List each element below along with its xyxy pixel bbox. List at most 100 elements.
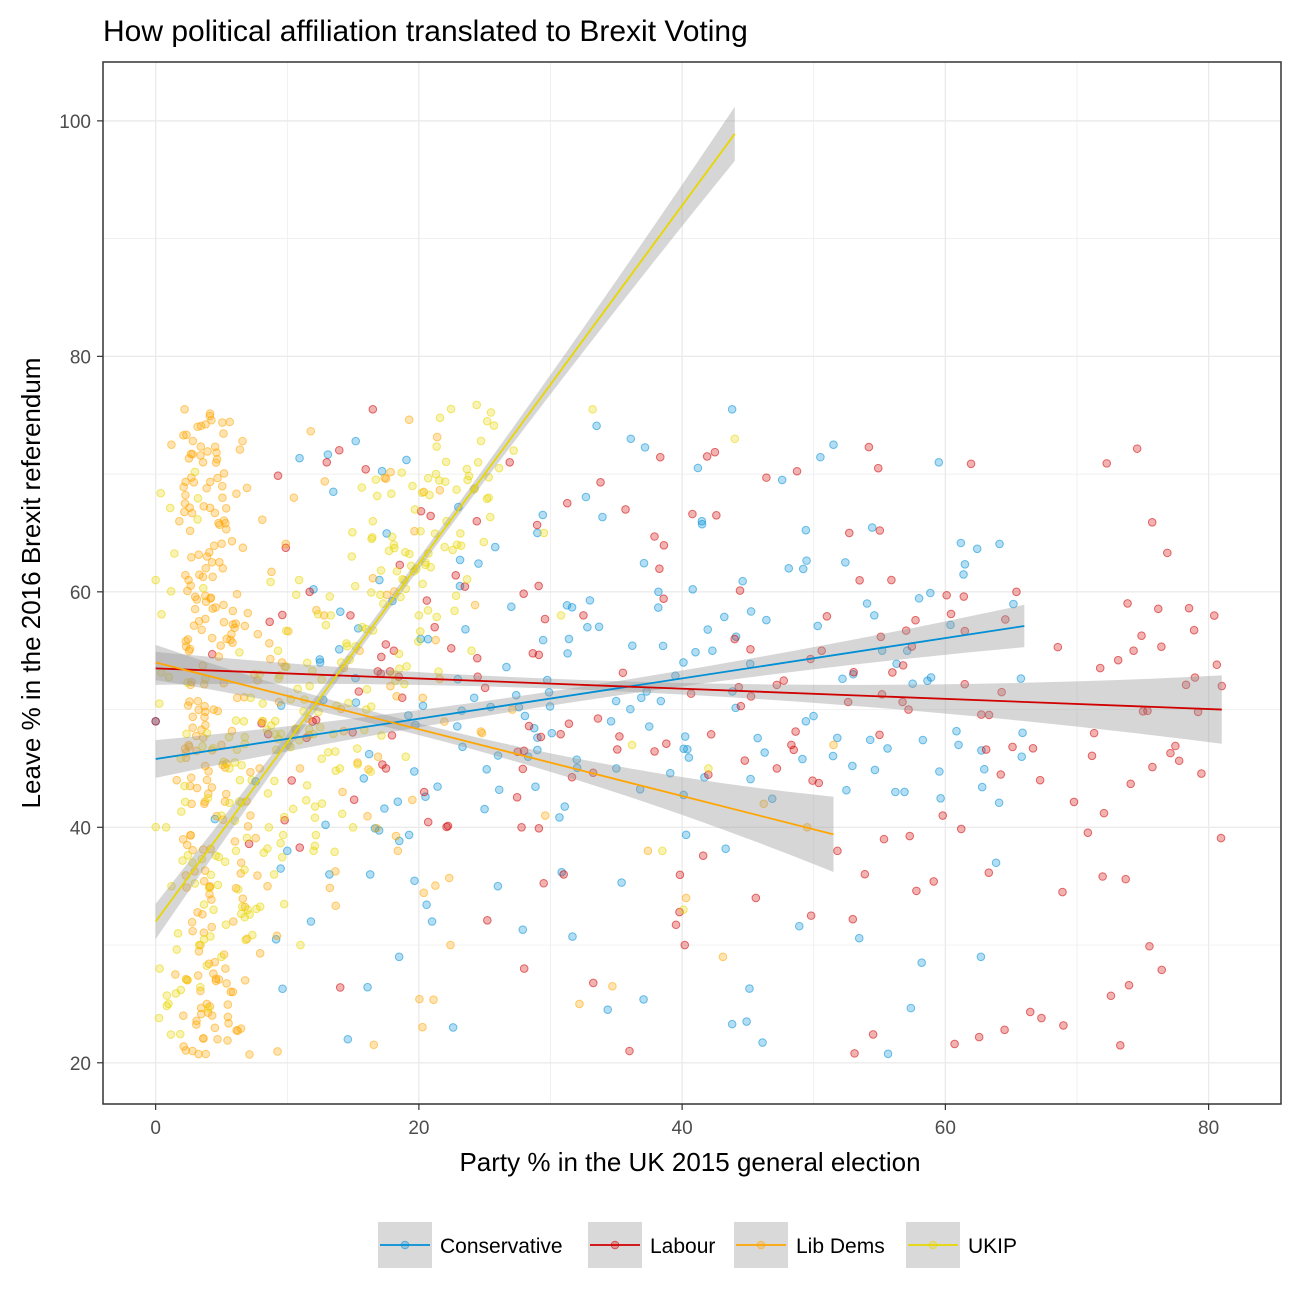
data-point: [603, 1005, 613, 1014]
data-point: [243, 608, 253, 618]
data-point: [429, 995, 438, 1005]
data-point: [956, 824, 966, 834]
data-point: [315, 658, 325, 667]
data-point: [245, 910, 254, 919]
data-point: [180, 781, 189, 791]
data-point: [186, 773, 196, 783]
data-point: [730, 434, 740, 444]
data-point: [612, 764, 621, 773]
data-point: [414, 611, 424, 620]
data-point: [277, 852, 287, 862]
data-point: [883, 744, 892, 753]
data-point: [802, 556, 811, 565]
data-point: [306, 917, 316, 926]
data-point: [367, 588, 376, 597]
data-point: [198, 661, 208, 670]
data-point: [221, 920, 231, 929]
data-point: [731, 703, 740, 713]
data-point: [850, 1049, 859, 1058]
data-point: [959, 570, 968, 579]
data-point: [323, 450, 333, 459]
data-point: [194, 1049, 203, 1059]
data-point: [282, 662, 291, 671]
y-tick-label: 20: [70, 1054, 91, 1075]
data-point: [193, 696, 203, 706]
data-point: [461, 625, 470, 634]
data-point: [396, 592, 405, 602]
data-point: [302, 658, 312, 668]
data-point: [376, 590, 385, 600]
data-point: [418, 701, 428, 711]
data-point: [273, 1047, 282, 1056]
data-point: [926, 588, 935, 598]
data-point: [302, 781, 312, 790]
data-point: [203, 793, 213, 803]
series-ukip-points: [151, 400, 740, 1039]
data-point: [938, 811, 948, 820]
data-point: [1171, 741, 1180, 751]
data-point: [432, 432, 442, 442]
data-point: [371, 475, 381, 484]
data-point: [891, 787, 900, 797]
legend-label: Lib Dems: [796, 1235, 885, 1258]
data-point: [483, 916, 492, 925]
data-point: [202, 483, 211, 493]
data-point: [334, 644, 344, 654]
data-point: [954, 740, 963, 750]
data-point: [448, 1023, 458, 1032]
data-point: [259, 848, 269, 858]
data-point: [213, 880, 223, 890]
data-point: [204, 547, 214, 557]
data-point: [934, 458, 944, 467]
fit-line-lib-dems: [155, 661, 834, 836]
data-point: [984, 868, 994, 877]
data-point: [228, 638, 237, 647]
data-point: [472, 400, 482, 410]
data-point: [1083, 828, 1093, 837]
data-point: [702, 452, 712, 461]
data-point: [518, 764, 528, 774]
data-point: [276, 729, 286, 739]
data-point: [433, 782, 442, 791]
data-point: [293, 684, 303, 694]
legend-label: UKIP: [968, 1235, 1017, 1258]
data-point: [718, 952, 728, 962]
data-point: [540, 614, 550, 624]
data-point: [486, 408, 496, 417]
data-point: [547, 728, 557, 738]
data-point: [1009, 599, 1018, 609]
data-point: [317, 675, 326, 684]
x-axis-ticks: 0 20 40 60 80: [150, 1104, 1219, 1139]
data-point: [402, 662, 411, 671]
data-point: [189, 621, 199, 630]
data-point: [353, 759, 362, 769]
data-point: [538, 635, 548, 645]
data-point: [280, 815, 289, 825]
data-point: [684, 753, 694, 762]
data-point: [746, 692, 756, 701]
data-point: [236, 1024, 246, 1033]
data-point: [236, 858, 246, 867]
data-point: [476, 727, 486, 736]
data-point: [665, 768, 675, 778]
data-point: [517, 823, 526, 832]
data-point: [335, 983, 345, 992]
data-point: [798, 564, 808, 574]
data-point: [218, 493, 227, 502]
data-point: [366, 702, 376, 711]
data-point: [375, 575, 384, 585]
data-point: [410, 505, 420, 514]
data-point: [843, 697, 853, 707]
data-point: [211, 851, 220, 860]
data-point: [704, 770, 713, 779]
data-point: [182, 729, 191, 739]
data-point: [798, 754, 807, 764]
data-point: [183, 851, 193, 860]
data-point: [505, 458, 515, 467]
data-point: [658, 641, 668, 651]
data-point: [655, 452, 665, 462]
data-point: [337, 809, 347, 819]
data-point: [263, 789, 273, 798]
data-point: [650, 747, 659, 756]
data-point: [418, 1022, 427, 1032]
